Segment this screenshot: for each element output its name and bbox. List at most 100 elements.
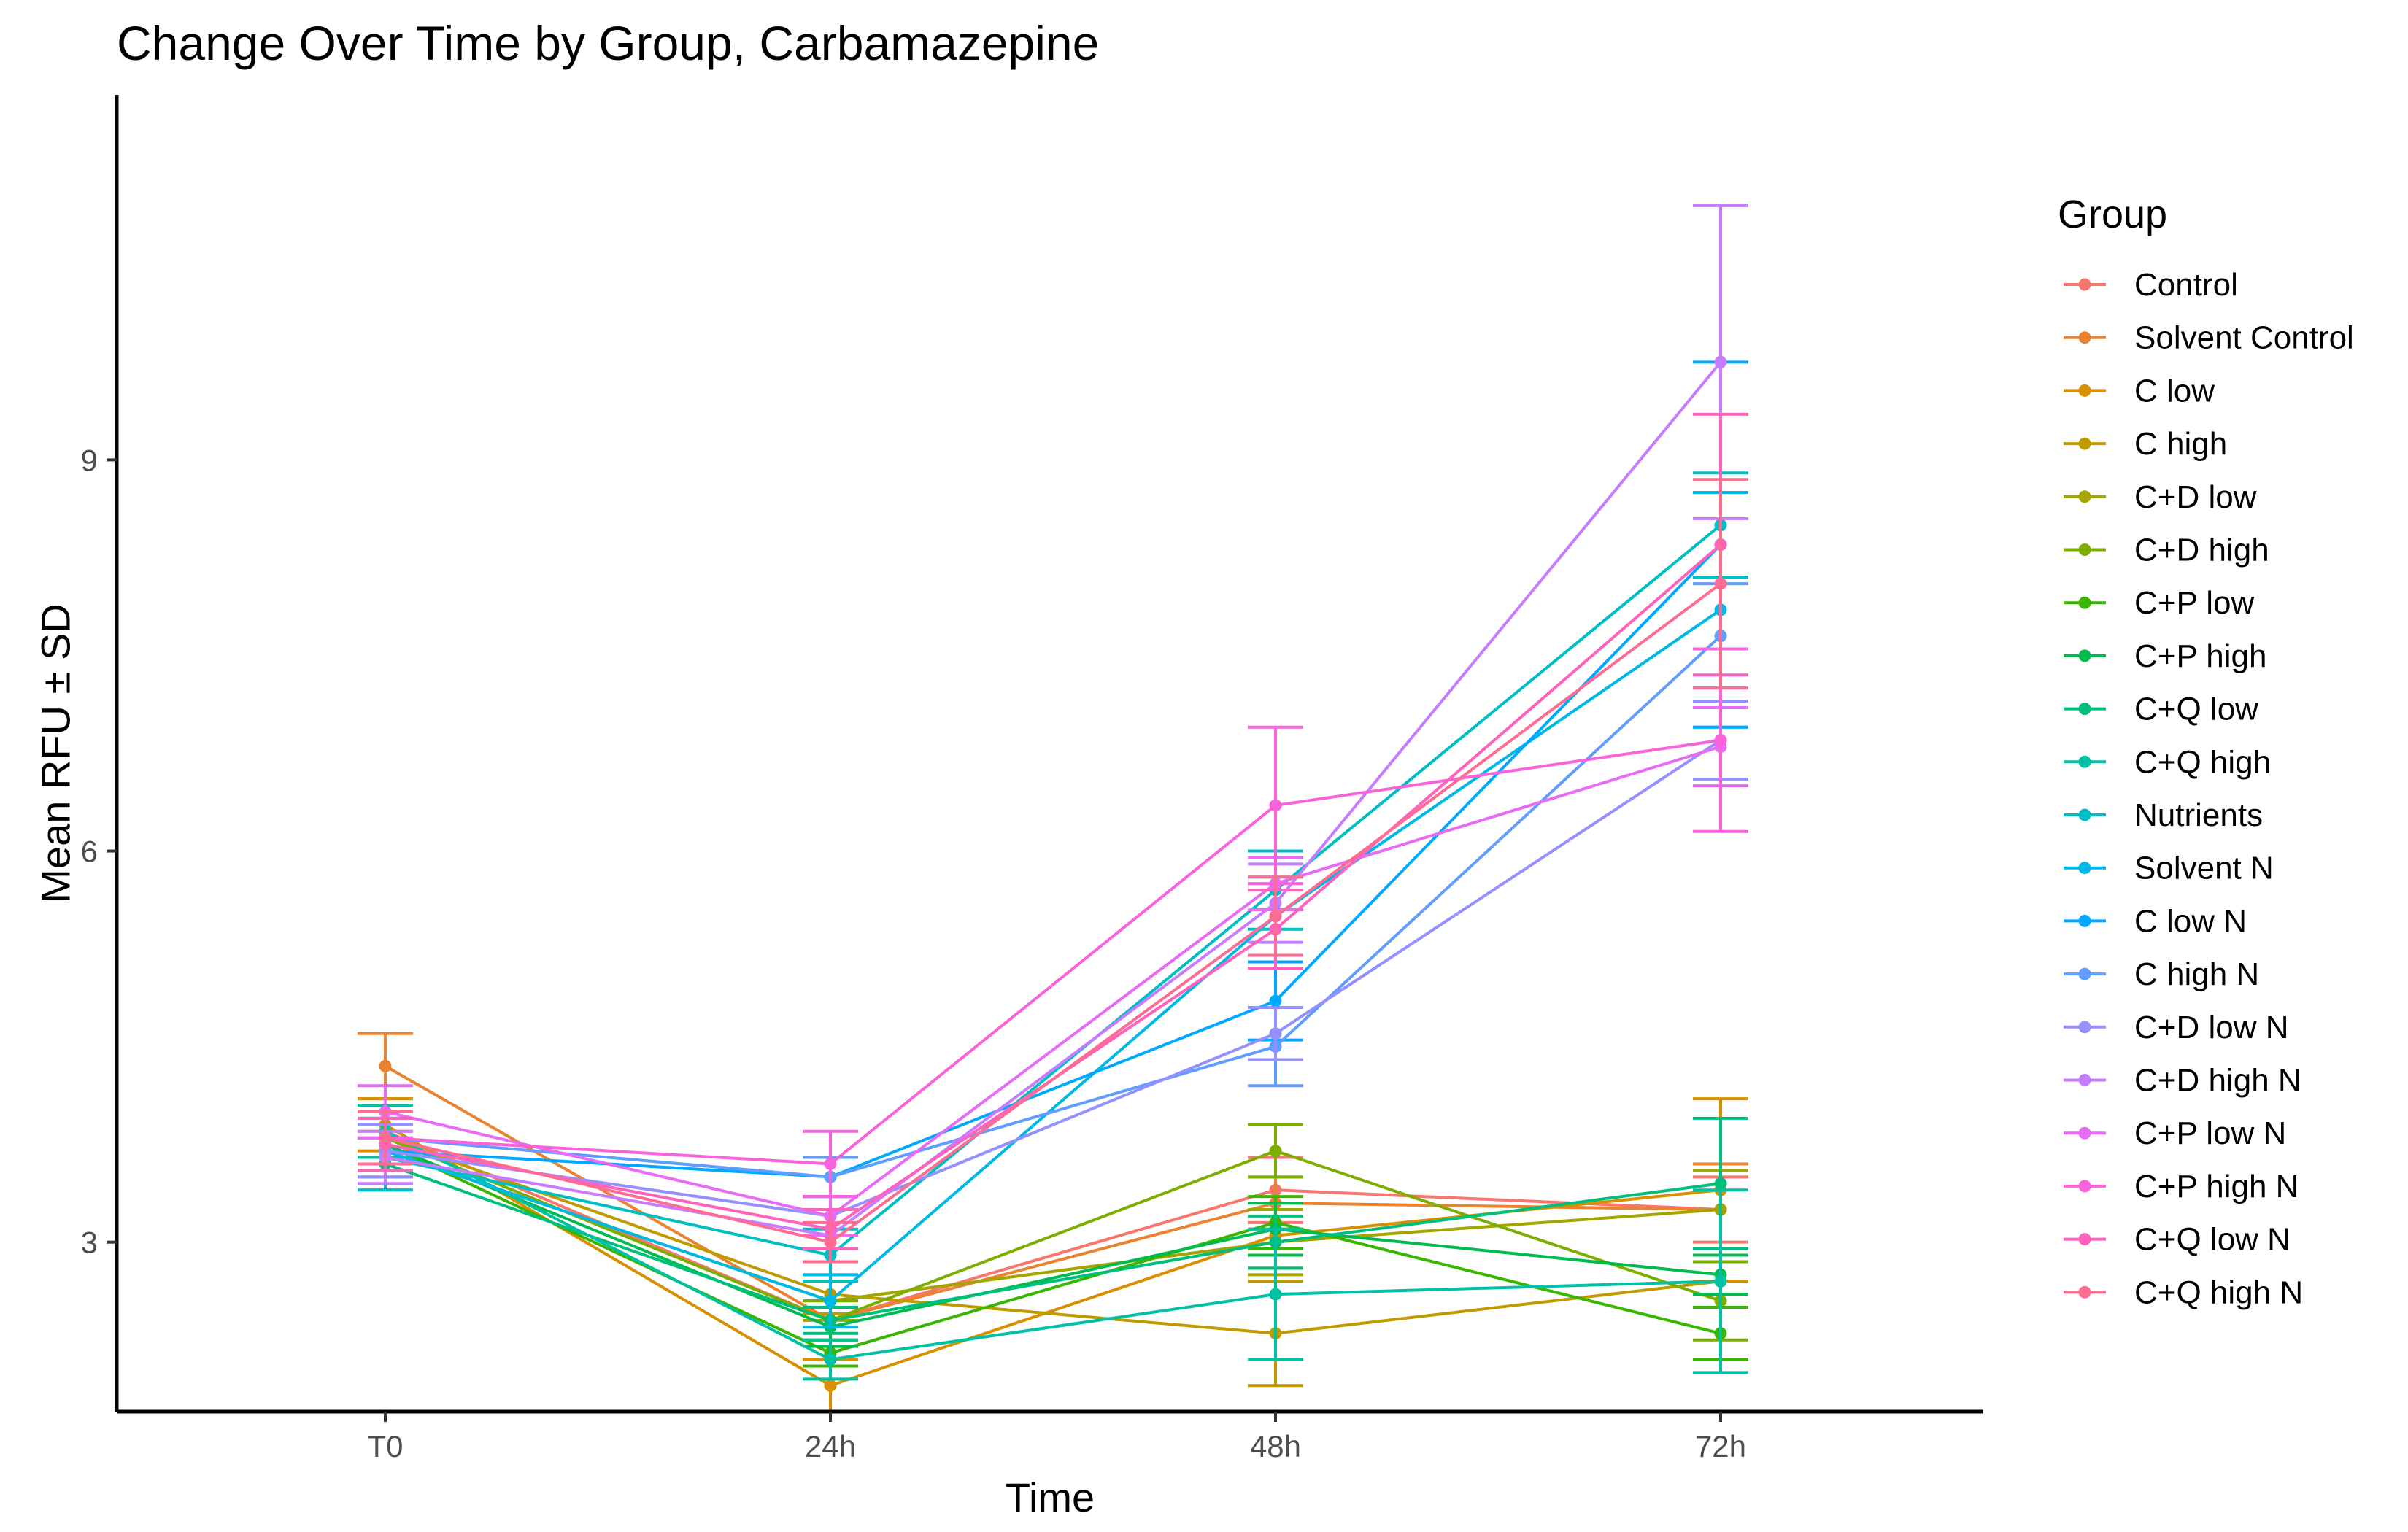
series-line: [385, 745, 1721, 1218]
legend-key-point: [2078, 649, 2091, 662]
legend-item: C+Q high N: [2064, 1274, 2303, 1310]
series-line: [385, 1162, 1721, 1322]
data-point: [1714, 355, 1727, 368]
plot-area: 3 6 9 T0 24h 48h 72h: [81, 95, 1983, 1463]
legend-label: Nutrients: [2134, 797, 2263, 833]
legend-label: C+P low N: [2134, 1115, 2286, 1151]
series-11: [358, 471, 1748, 1283]
data-point: [1269, 1288, 1282, 1301]
legend-key-point: [2078, 490, 2091, 503]
series-line: [385, 1136, 1721, 1323]
series-line: [385, 738, 1722, 1218]
data-point: [824, 1236, 837, 1249]
series-line: [385, 738, 1721, 1166]
series-line: [385, 361, 1722, 1237]
legend-label: C+D high: [2134, 533, 2269, 568]
legend-label: C+D high N: [2134, 1063, 2301, 1099]
y-axis-title: Mean RFU ± SD: [33, 603, 79, 902]
legend-label: C+D low: [2134, 479, 2257, 515]
legend-item: Control: [2064, 267, 2238, 303]
series-14: [358, 582, 1748, 1199]
legend-item: C+Q high: [2064, 744, 2271, 780]
series-line: [385, 1064, 1721, 1323]
legend-item: C+P high: [2064, 638, 2266, 674]
series-line: [385, 1129, 1721, 1361]
legend-item: C+Q low: [2064, 692, 2258, 727]
data-point: [1269, 994, 1282, 1007]
legend-key-point: [2078, 1180, 2091, 1193]
legend-key-point: [2078, 1074, 2091, 1086]
legend-key-point: [2078, 755, 2091, 768]
legend-key-point: [2078, 862, 2091, 875]
legend-label: C+Q high: [2134, 744, 2271, 780]
legend-key-point: [2078, 384, 2091, 397]
legend-key-point: [2078, 1021, 2091, 1034]
chart-title: Change Over Time by Group, Carbamazepine: [117, 16, 1099, 70]
x-tick-label: T0: [367, 1429, 403, 1463]
legend-key-point: [2078, 703, 2091, 716]
legend-label: C+P high N: [2134, 1169, 2299, 1204]
legend-key-point: [2078, 1233, 2091, 1246]
legend-item: Nutrients: [2064, 797, 2263, 833]
x-tick-label: 72h: [1695, 1429, 1746, 1463]
legend-label: Solvent Control: [2134, 320, 2354, 356]
data-point: [1269, 799, 1282, 812]
legend-label: C high: [2134, 426, 2227, 462]
series-5: [358, 1129, 1748, 1322]
data-point: [1714, 1177, 1727, 1190]
legend-key-point: [2078, 331, 2091, 344]
y-axis-ticks: 3 6 9: [81, 443, 117, 1260]
legend-label: C high N: [2134, 956, 2259, 992]
legend-item: Solvent Control: [2064, 320, 2354, 356]
series-line: [385, 635, 1722, 1179]
legend-items: Control Solvent Control C low C high C+D low…: [2064, 267, 2354, 1310]
legend-item: C+D high N: [2064, 1063, 2301, 1099]
series-line: [385, 543, 1722, 1231]
legend-key-point: [2078, 1126, 2091, 1140]
legend-label: C+P low: [2134, 585, 2254, 621]
data-point: [824, 1157, 837, 1170]
legend-item: C+P low N: [2064, 1115, 2286, 1151]
legend-label: Control: [2134, 267, 2238, 303]
legend-item: C high N: [2064, 956, 2259, 992]
data-point: [1714, 1274, 1727, 1288]
legend-key-point: [2078, 967, 2091, 980]
data-point: [1714, 577, 1727, 590]
series-line: [385, 543, 1722, 1179]
legend-key-point: [2078, 278, 2091, 291]
chart-marks: [358, 204, 1748, 1413]
legend-item: C+D high: [2064, 533, 2269, 568]
legend-label: C+Q low: [2134, 692, 2258, 727]
data-point: [379, 1059, 392, 1072]
series-line: [385, 582, 1722, 1244]
legend-title: Group: [2058, 193, 2167, 236]
series-20: [358, 478, 1748, 1264]
x-tick-label: 48h: [1250, 1429, 1301, 1463]
legend-item: C+P high N: [2064, 1169, 2299, 1204]
series-line: [385, 1136, 1721, 1335]
legend-key-point: [2078, 596, 2091, 609]
legend-label: C+Q high N: [2134, 1274, 2303, 1310]
y-tick-label: 9: [81, 443, 98, 477]
legend-key-point: [2078, 437, 2091, 450]
legend-key-point: [2078, 808, 2091, 821]
legend-label: Solvent N: [2134, 851, 2274, 886]
x-axis-title: Time: [1006, 1474, 1095, 1520]
series-line: [385, 1142, 1721, 1355]
legend-key-point: [2078, 543, 2091, 556]
legend-item: C low N: [2064, 903, 2247, 939]
legend-item: Solvent N: [2064, 851, 2274, 886]
x-axis-ticks: T0 24h 48h 72h: [367, 1412, 1746, 1463]
data-point: [824, 1294, 837, 1307]
legend-item: C high: [2064, 426, 2227, 462]
legend-item: C+P low: [2064, 585, 2254, 621]
legend-item: C low: [2064, 373, 2215, 409]
x-tick-label: 24h: [805, 1429, 856, 1463]
series-6: [358, 1110, 1748, 1342]
data-point: [379, 1131, 392, 1145]
y-tick-label: 6: [81, 835, 98, 869]
data-point: [1269, 1145, 1282, 1158]
legend-label: C low N: [2134, 903, 2247, 939]
data-point: [824, 1379, 837, 1392]
